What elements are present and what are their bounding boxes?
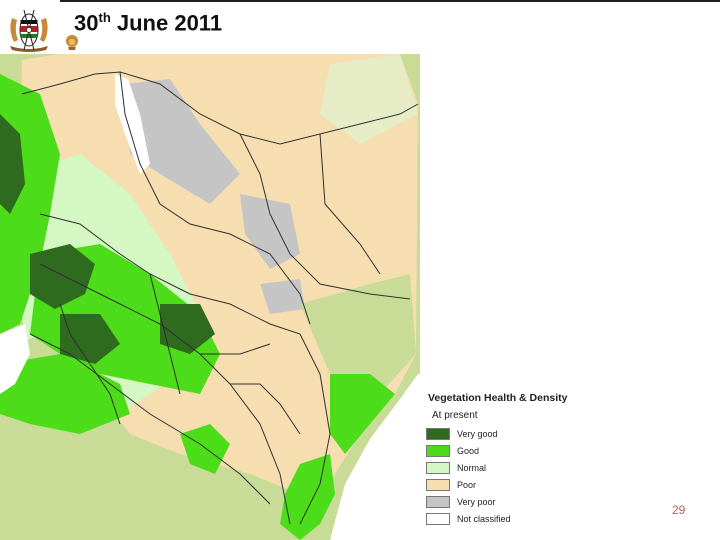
map-very-poor-area bbox=[240, 194, 300, 269]
map-lake bbox=[0, 324, 30, 394]
map-boundaries bbox=[21, 71, 419, 525]
map-mixed-area bbox=[300, 274, 416, 394]
legend-label: Not classified bbox=[457, 514, 511, 524]
legend-label: Poor bbox=[457, 480, 477, 490]
slide-header: 30th June 2011 bbox=[0, 0, 720, 54]
map-very-good-area bbox=[60, 314, 120, 364]
page-title: 30th June 2011 bbox=[74, 10, 223, 36]
map-very-poor-area bbox=[260, 279, 305, 314]
legend-label: Normal bbox=[457, 463, 487, 473]
legend-swatch bbox=[426, 462, 450, 474]
legend-item-poor: Poor bbox=[426, 479, 596, 493]
legend-subtitle: At present bbox=[432, 410, 478, 421]
legend-title: Vegetation Health & Density bbox=[428, 392, 568, 404]
map-lake bbox=[115, 74, 150, 174]
map-good-area bbox=[330, 374, 395, 454]
lion-icon bbox=[66, 35, 78, 50]
map-ocean bbox=[330, 374, 420, 540]
legend-swatch bbox=[426, 496, 450, 508]
legend-swatch bbox=[426, 479, 450, 491]
legend-label: Good bbox=[457, 446, 480, 456]
map-very-poor-area bbox=[125, 79, 240, 204]
map-mixed-area bbox=[320, 54, 418, 144]
vegetation-map bbox=[0, 54, 420, 540]
legend-label: Very poor bbox=[457, 497, 496, 507]
map-good-area bbox=[180, 424, 230, 474]
header-rule bbox=[60, 0, 720, 2]
map-legend: Vegetation Health & Density At present V… bbox=[424, 392, 604, 532]
legend-swatch bbox=[426, 513, 450, 525]
legend-swatch bbox=[426, 428, 450, 440]
map-very-good-area bbox=[0, 114, 25, 214]
legend-label: Very good bbox=[457, 429, 498, 439]
legend-item-very-good: Very good bbox=[426, 428, 596, 442]
kenya-coat-of-arms-icon bbox=[10, 9, 48, 52]
legend-item-not-classified: Not classified bbox=[426, 513, 596, 527]
map-very-good-area bbox=[30, 244, 95, 309]
legend-item-good: Good bbox=[426, 445, 596, 459]
legend-swatch bbox=[426, 445, 450, 457]
legend-item-normal: Normal bbox=[426, 462, 596, 476]
legend-item-very-poor: Very poor bbox=[426, 496, 596, 510]
map-very-good-area bbox=[160, 304, 215, 354]
page-number: 29 bbox=[672, 503, 686, 517]
